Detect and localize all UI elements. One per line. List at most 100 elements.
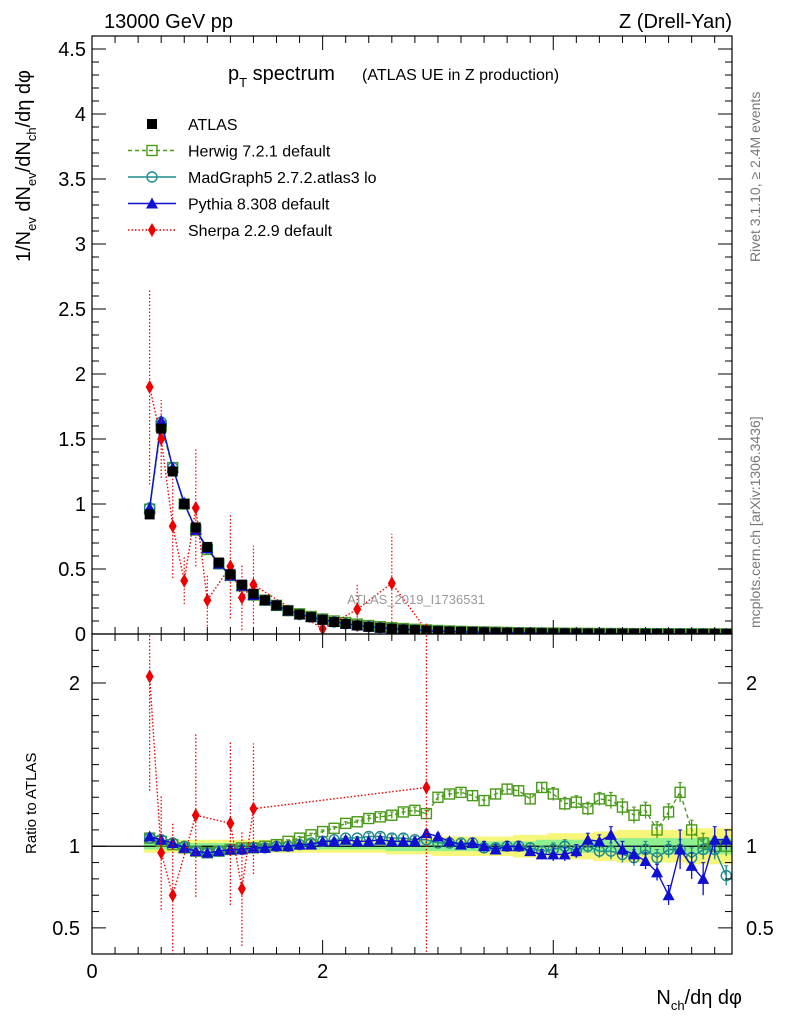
data-point-atlas <box>375 622 386 633</box>
main-ytick-label: 3 <box>75 234 86 256</box>
series-sherpa <box>145 289 431 634</box>
legend-marker-madgraph5 <box>146 171 158 183</box>
ratio-point-pythia <box>212 845 225 857</box>
ratio-point-herwig <box>593 793 606 805</box>
chart-title-word: spectrum <box>247 63 335 85</box>
ratio-point-pythia <box>431 830 444 842</box>
data-point-sherpa <box>168 519 177 534</box>
data-point-atlas <box>444 626 455 634</box>
data-point-atlas <box>352 620 363 631</box>
legend-label: MadGraph5 2.7.2.atlas3 lo <box>188 170 377 187</box>
data-point-atlas <box>167 466 178 477</box>
data-point-atlas <box>202 541 213 552</box>
legend-label: ATLAS <box>188 117 238 134</box>
ratio-point-herwig <box>489 788 502 800</box>
ratio-point-sherpa <box>168 888 177 903</box>
ratio-point-pythia <box>316 835 329 847</box>
data-point-sherpa <box>237 590 246 605</box>
main-ytick-label: 0.5 <box>58 559 86 581</box>
ratio-point-pythia <box>627 848 640 860</box>
ratio-point-pythia <box>593 835 606 847</box>
chart-title: pT spectrum <box>228 63 335 90</box>
data-point-atlas <box>421 625 432 634</box>
ratio-point-sherpa <box>226 816 235 831</box>
ratio-point-herwig <box>524 793 536 805</box>
data-point-atlas <box>340 618 351 629</box>
ratio-point-herwig <box>639 804 652 817</box>
ratio-point-pythia <box>524 845 537 857</box>
data-point-atlas <box>271 600 282 611</box>
ratio-point-pythia <box>258 841 271 853</box>
ratio-point-sherpa <box>422 780 431 795</box>
ratio-ytick-label: 2 <box>69 673 80 695</box>
ratio-point-pythia <box>501 840 514 852</box>
ratio-point-pythia <box>339 833 352 845</box>
ratio-point-pythia <box>604 828 617 840</box>
ratio-point-pythia <box>512 840 525 852</box>
data-point-sherpa <box>353 602 362 617</box>
ratio-ytick-label: 1 <box>69 836 80 858</box>
data-point-atlas <box>248 588 259 599</box>
data-point-atlas <box>675 628 686 634</box>
ratio-line-sherpa <box>148 676 427 898</box>
ratio-point-herwig <box>628 809 640 821</box>
axes: 0 0.5 1 1.5 2 2.5 3 3.5 4 4.5 0 2 4 0.5 0.5 1 1 2 2 <box>52 35 774 983</box>
ratio-point-herwig <box>570 796 583 808</box>
ratio-point-pythia <box>639 854 652 866</box>
data-point-atlas <box>259 595 270 606</box>
ratio-point-pythia <box>455 838 468 850</box>
legend-item-madgraph5: MadGraph5 2.7.2.atlas3 lo <box>128 170 377 187</box>
ratio-point-herwig <box>662 806 675 818</box>
ratio-point-sherpa <box>237 881 246 896</box>
legend-label: Pythia 8.308 default <box>188 197 330 214</box>
ratio-point-pythia <box>328 835 341 847</box>
ratio-ytick-label-right: 0.5 <box>746 918 774 940</box>
data-point-atlas <box>513 627 524 634</box>
data-point-atlas <box>628 628 639 634</box>
data-point-atlas <box>398 624 409 634</box>
ratio-point-pythia <box>616 843 629 855</box>
main-ytick-label: 2.5 <box>58 299 86 321</box>
data-point-atlas <box>652 628 663 634</box>
data-point-pythia <box>155 414 168 426</box>
data-point-atlas <box>179 499 190 509</box>
ratio-point-herwig <box>685 824 698 836</box>
ratio-panel-data <box>92 634 732 954</box>
ratio-point-herwig <box>547 788 559 800</box>
rivet-label: Rivet 3.1.10, ≥ 2.4M events <box>747 92 763 262</box>
ratio-point-pythia <box>247 841 260 853</box>
ratio-point-herwig <box>582 802 594 815</box>
data-point-sherpa <box>180 573 189 588</box>
legend-item-herwig: Herwig 7.2.1 default <box>128 144 331 161</box>
main-ytick-label: 0 <box>75 624 86 646</box>
main-ytick-label: 4.5 <box>58 39 86 61</box>
ratio-point-pythia <box>674 843 687 855</box>
header-process-label: Z (Drell-Yan) <box>619 11 732 33</box>
ratio-point-herwig <box>443 788 456 800</box>
ratio-point-pythia <box>374 833 387 845</box>
data-point-sherpa <box>191 500 200 515</box>
ratio-point-herwig <box>674 786 686 799</box>
legend-item-sherpa: Sherpa 2.2.9 default <box>128 223 333 240</box>
ratio-ytick-label-right: 1 <box>746 836 757 858</box>
data-point-atlas <box>721 628 732 634</box>
data-point-atlas <box>329 617 340 628</box>
legend-marker-pythia <box>146 197 158 209</box>
legend-marker-sherpa <box>148 223 156 237</box>
ratio-point-pythia <box>651 866 664 878</box>
xtick-label: 2 <box>317 961 328 983</box>
legend-label: Herwig 7.2.1 default <box>188 144 331 161</box>
ratio-point-pythia <box>351 835 364 847</box>
ratio-point-herwig <box>386 809 398 821</box>
data-point-atlas <box>294 609 305 620</box>
data-point-atlas <box>213 557 224 568</box>
data-point-sherpa <box>249 577 258 592</box>
header-beam-label: 13000 GeV pp <box>104 11 233 33</box>
data-point-atlas <box>490 627 501 634</box>
main-ytick-label: 3.5 <box>58 169 86 191</box>
ratio-point-madgraph5 <box>605 845 617 857</box>
ratio-point-pythia <box>143 830 156 842</box>
ratio-point-pythia <box>201 846 214 858</box>
ratio-point-pythia <box>305 838 318 850</box>
